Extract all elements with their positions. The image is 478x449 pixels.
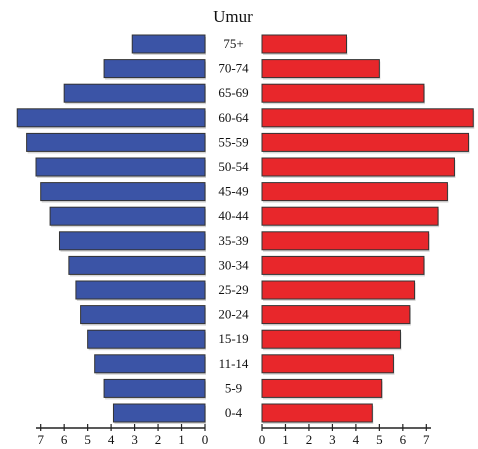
bar	[261, 83, 425, 103]
bar	[261, 280, 416, 300]
x-tick-label: 7	[423, 432, 430, 447]
bar	[131, 34, 206, 54]
age-label: 45-49	[218, 184, 248, 199]
x-tick-label: 6	[400, 432, 407, 447]
bar	[26, 132, 206, 152]
bar	[261, 305, 411, 325]
bar	[16, 108, 206, 128]
bar	[261, 255, 425, 275]
bar	[58, 231, 206, 251]
x-tick-label: 4	[353, 432, 360, 447]
x-tick-label: 0	[259, 432, 266, 447]
age-label: 5-9	[225, 380, 242, 395]
age-label: 25-29	[218, 282, 248, 297]
age-label: 0-4	[225, 405, 243, 420]
x-tick-label: 0	[202, 432, 209, 447]
chart-title: Umur	[213, 7, 253, 26]
age-label: 55-59	[218, 134, 248, 149]
bar	[261, 354, 394, 374]
bar	[63, 83, 206, 103]
bar	[261, 182, 448, 202]
bar	[68, 255, 206, 275]
x-tick-label: 6	[61, 432, 68, 447]
age-label: 35-39	[218, 233, 248, 248]
bar	[103, 59, 206, 79]
bar	[35, 157, 206, 177]
bar	[112, 403, 206, 423]
x-tick-label: 5	[84, 432, 91, 447]
x-tick-label: 2	[306, 432, 313, 447]
bar	[261, 157, 455, 177]
bar	[75, 280, 206, 300]
age-label: 15-19	[218, 331, 248, 346]
x-tick-label: 2	[155, 432, 162, 447]
bar	[87, 329, 206, 349]
age-label: 40-44	[218, 208, 249, 223]
x-tick-label: 3	[131, 432, 138, 447]
bar	[40, 182, 206, 202]
age-label: 20-24	[218, 307, 249, 322]
bar	[103, 378, 206, 398]
x-tick-label: 7	[37, 432, 44, 447]
x-tick-label: 4	[108, 432, 115, 447]
age-label: 70-74	[218, 61, 249, 76]
x-tick-label: 1	[282, 432, 289, 447]
bar	[261, 231, 430, 251]
x-tick-label: 3	[329, 432, 336, 447]
bar	[261, 59, 380, 79]
bar	[261, 403, 373, 423]
bar	[261, 378, 383, 398]
age-label: 30-34	[218, 257, 249, 272]
bar	[261, 206, 439, 226]
age-label: 11-14	[219, 356, 249, 371]
bar	[261, 329, 401, 349]
bar	[80, 305, 206, 325]
age-label: 50-54	[218, 159, 249, 174]
age-label: 65-69	[218, 85, 248, 100]
age-label: 60-64	[218, 110, 249, 125]
x-tick-label: 1	[178, 432, 185, 447]
x-tick-label: 5	[376, 432, 383, 447]
bar	[261, 108, 474, 128]
bar	[94, 354, 206, 374]
bar	[49, 206, 206, 226]
bar	[261, 132, 470, 152]
bar	[261, 34, 347, 54]
age-label: 75+	[223, 36, 243, 51]
